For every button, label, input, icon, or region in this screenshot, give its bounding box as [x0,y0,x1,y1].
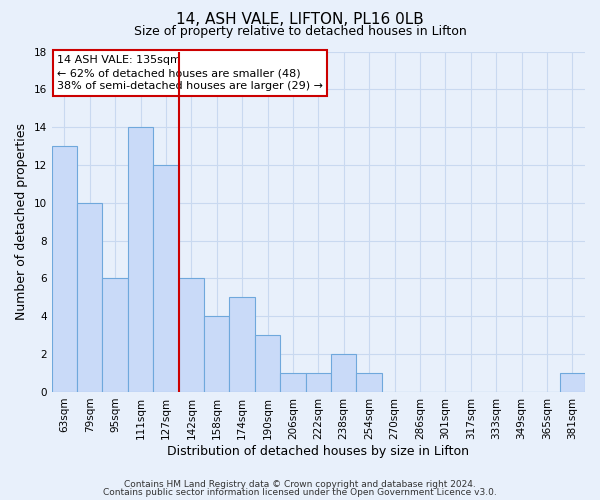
Text: Contains HM Land Registry data © Crown copyright and database right 2024.: Contains HM Land Registry data © Crown c… [124,480,476,489]
Bar [305,373,331,392]
Text: Size of property relative to detached houses in Lifton: Size of property relative to detached ho… [134,25,466,38]
Text: 14 ASH VALE: 135sqm
← 62% of detached houses are smaller (48)
38% of semi-detach: 14 ASH VALE: 135sqm ← 62% of detached ho… [57,55,323,92]
Bar [560,373,585,392]
Y-axis label: Number of detached properties: Number of detached properties [15,123,28,320]
Bar [255,335,280,392]
Bar [356,373,382,392]
Bar [204,316,229,392]
Bar [280,373,305,392]
Text: 14, ASH VALE, LIFTON, PL16 0LB: 14, ASH VALE, LIFTON, PL16 0LB [176,12,424,28]
Bar [128,127,153,392]
Bar [229,298,255,392]
Bar [331,354,356,392]
Bar [77,203,103,392]
Text: Contains public sector information licensed under the Open Government Licence v3: Contains public sector information licen… [103,488,497,497]
Bar [52,146,77,392]
Bar [103,278,128,392]
X-axis label: Distribution of detached houses by size in Lifton: Distribution of detached houses by size … [167,444,469,458]
Bar [153,165,179,392]
Bar [179,278,204,392]
